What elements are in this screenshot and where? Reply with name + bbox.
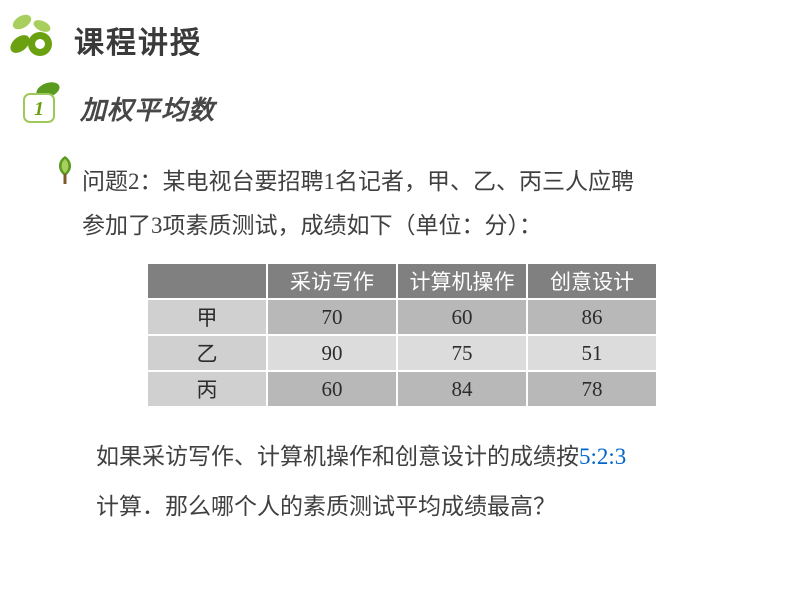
cell-value: 86	[527, 299, 657, 335]
row-name: 乙	[147, 335, 267, 371]
row-name: 丙	[147, 371, 267, 407]
table-header: 计算机操作	[397, 263, 527, 299]
cell-value: 90	[267, 335, 397, 371]
table-row: 丙 60 84 78	[147, 371, 657, 407]
cell-value: 78	[527, 371, 657, 407]
section-number: 1	[34, 98, 44, 120]
question-line2: 参加了3项素质测试，成绩如下（单位：分）：	[82, 213, 542, 238]
cell-value: 75	[397, 335, 527, 371]
section-subtitle: 加权平均数	[80, 90, 215, 127]
section-number-badge: 1	[18, 82, 66, 126]
question-text: 问题2：某电视台要招聘1名记者，甲、乙、丙三人应聘 参加了3项素质测试，成绩如下…	[82, 160, 742, 248]
ratio-text: 5:2:3	[579, 444, 626, 469]
footer-part1: 如果采访写作、计算机操作和创意设计的成绩按	[96, 444, 579, 469]
score-table: 采访写作 计算机操作 创意设计 甲 70 60 86 乙 90 75 51 丙 …	[146, 262, 658, 408]
cell-value: 60	[267, 371, 397, 407]
table-row: 甲 70 60 86	[147, 299, 657, 335]
question-line1: 某电视台要招聘1名记者，甲、乙、丙三人应聘	[163, 169, 635, 194]
cell-value: 70	[267, 299, 397, 335]
leaf-bullet-icon	[50, 154, 80, 188]
row-name: 甲	[147, 299, 267, 335]
cell-value: 84	[397, 371, 527, 407]
table-header-blank	[147, 263, 267, 299]
table-row: 乙 90 75 51	[147, 335, 657, 371]
table-header-row: 采访写作 计算机操作 创意设计	[147, 263, 657, 299]
footer-part2: 计算．那么哪个人的素质测试平均成绩最高？	[96, 494, 556, 519]
question-label: 问题2：	[82, 169, 163, 194]
cell-value: 51	[527, 335, 657, 371]
slide-logo	[8, 12, 58, 62]
cell-value: 60	[397, 299, 527, 335]
footer-question: 如果采访写作、计算机操作和创意设计的成绩按5:2:3 计算．那么哪个人的素质测试…	[96, 432, 756, 532]
page-title: 课程讲授	[74, 18, 202, 62]
table-header: 采访写作	[267, 263, 397, 299]
table-header: 创意设计	[527, 263, 657, 299]
